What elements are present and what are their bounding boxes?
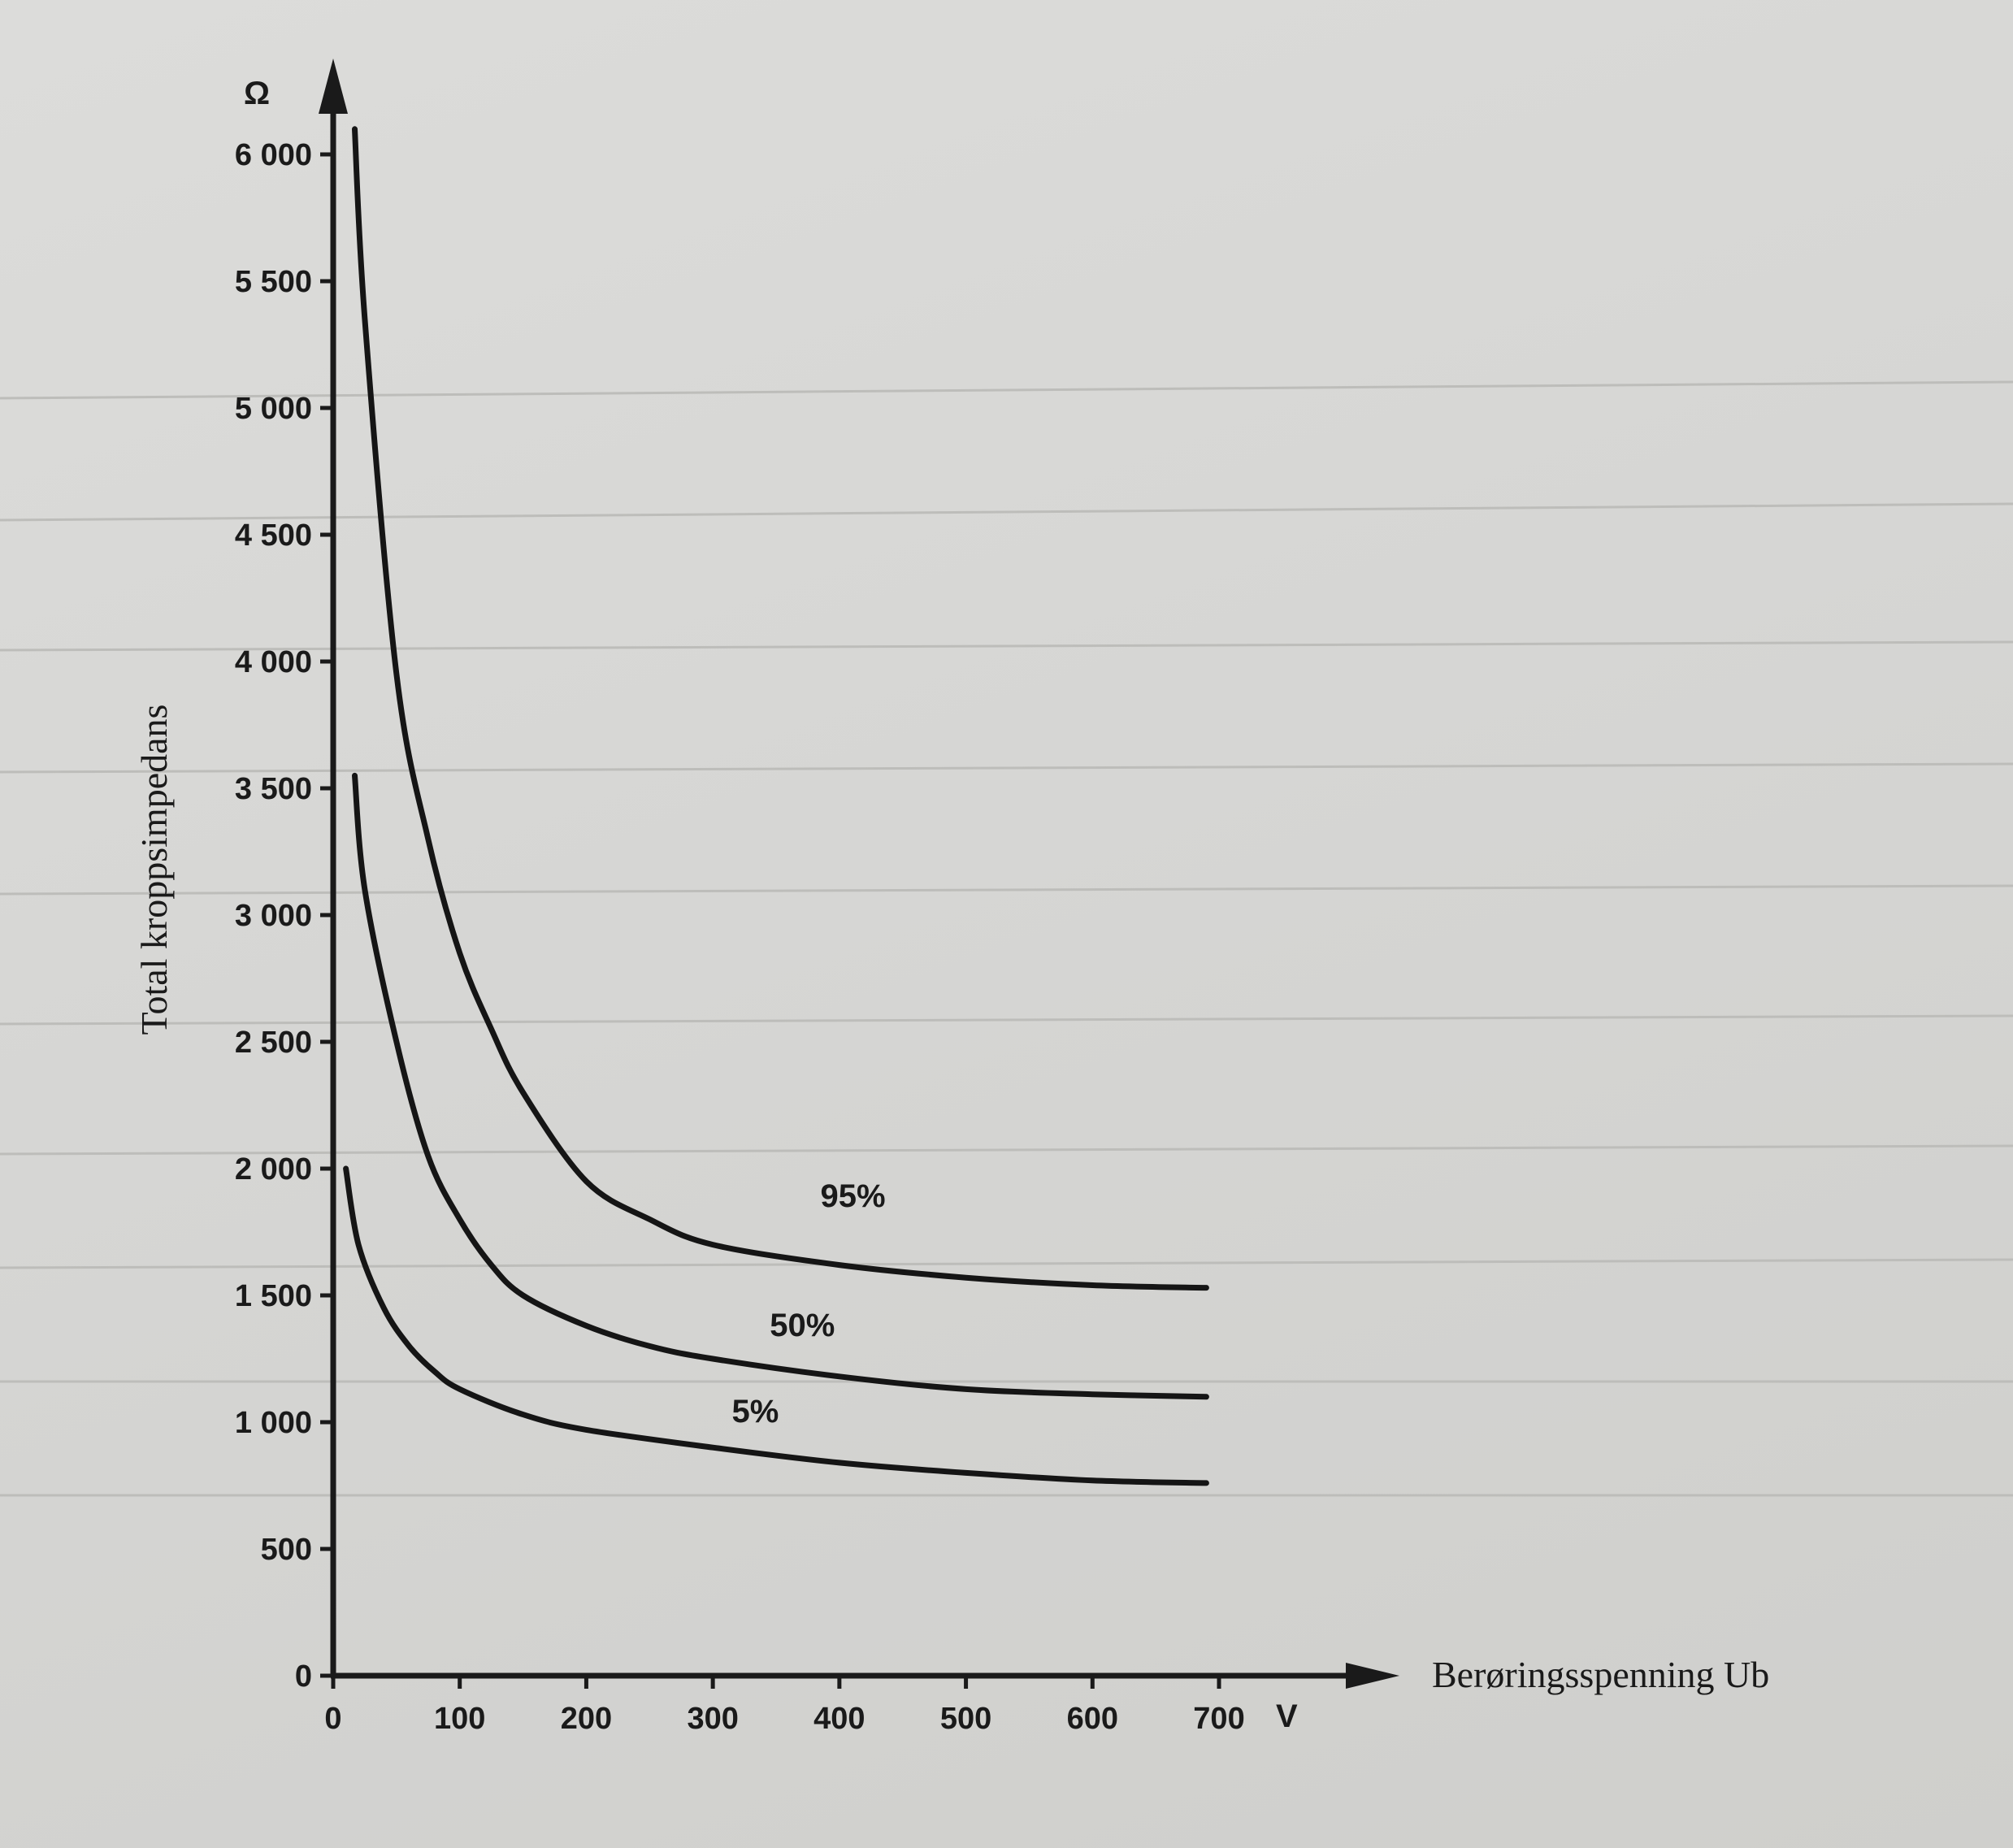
x-tick-label: 0 bbox=[324, 1702, 341, 1736]
y-axis-title: Total kroppsimpedans bbox=[133, 705, 175, 1035]
y-axis-arrowhead bbox=[319, 59, 348, 114]
y-tick-label: 3 500 bbox=[235, 772, 312, 806]
y-tick-label: 1 500 bbox=[235, 1279, 312, 1313]
x-tick-label: 400 bbox=[813, 1702, 865, 1736]
x-tick-label: 500 bbox=[940, 1702, 991, 1736]
y-tick-label: 3 000 bbox=[235, 899, 312, 933]
x-tick-label: 300 bbox=[687, 1702, 738, 1736]
series-line-5pct bbox=[343, 1165, 1209, 1486]
y-unit-label: Ω bbox=[244, 76, 270, 111]
y-tick-label: 4 500 bbox=[235, 518, 312, 553]
plot-area: 0 500 1 000 1 500 2 000 2 500 3 000 3 500 4 000 4… bbox=[133, 59, 1769, 1736]
y-tick-label: 2 500 bbox=[235, 1026, 312, 1060]
series-label: 95% bbox=[821, 1178, 886, 1214]
y-tick-label: 5 500 bbox=[235, 265, 312, 299]
x-tick-group: 0 100 200 300 400 500 600 700 bbox=[324, 1676, 1245, 1736]
x-axis-title: Berøringsspenning Ub bbox=[1432, 1654, 1769, 1695]
x-axis-arrowhead bbox=[1346, 1663, 1399, 1689]
x-tick-label: 100 bbox=[434, 1702, 485, 1736]
series-label: 50% bbox=[770, 1308, 835, 1343]
series-line-50pct bbox=[352, 772, 1209, 1400]
series-label-group: 95% 50% 5% bbox=[732, 1178, 886, 1429]
series-line-95pct bbox=[352, 126, 1209, 1291]
y-tick-label: 0 bbox=[295, 1659, 312, 1694]
series-group bbox=[343, 126, 1209, 1486]
y-tick-label: 6 000 bbox=[235, 138, 312, 172]
y-tick-label: 4 000 bbox=[235, 645, 312, 679]
series-label: 5% bbox=[732, 1394, 779, 1429]
y-tick-label: 1 000 bbox=[235, 1406, 312, 1440]
y-tick-label: 500 bbox=[261, 1533, 312, 1567]
x-tick-label: 600 bbox=[1067, 1702, 1118, 1736]
y-tick-label: 5 000 bbox=[235, 392, 312, 426]
x-tick-label: 700 bbox=[1193, 1702, 1244, 1736]
y-tick-label: 2 000 bbox=[235, 1152, 312, 1186]
x-unit-label: V bbox=[1276, 1698, 1298, 1734]
y-tick-group: 0 500 1 000 1 500 2 000 2 500 3 000 3 500 4 000 4… bbox=[235, 138, 333, 1694]
x-tick-label: 200 bbox=[561, 1702, 612, 1736]
